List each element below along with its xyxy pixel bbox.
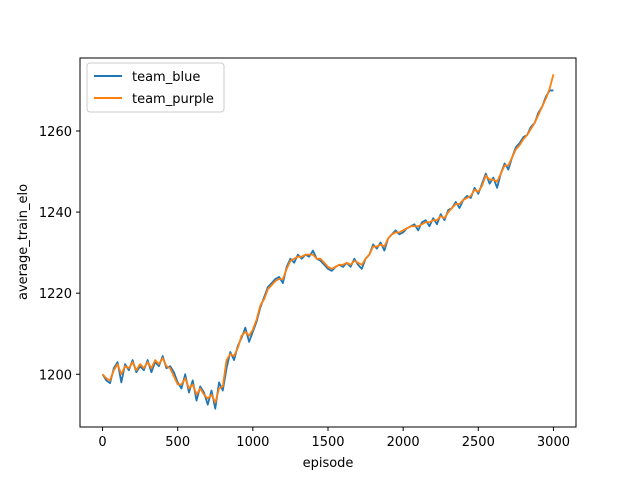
y-tick-label: 1260 (39, 125, 72, 140)
x-tick-label: 500 (165, 435, 190, 450)
y-tick-label: 1200 (39, 368, 72, 383)
legend-label-team-blue: team_blue (132, 70, 200, 85)
y-tick-label: 1240 (39, 206, 72, 221)
x-tick-label: 1500 (311, 435, 344, 450)
legend: team_blue team_purple (86, 62, 225, 113)
x-tick-label: 2000 (387, 435, 420, 450)
x-tick-label: 1000 (236, 435, 269, 450)
y-axis-ticks: 1200 1220 1240 1260 (39, 125, 80, 383)
y-axis-label: average_train_elo (16, 184, 31, 300)
x-tick-label: 3000 (537, 435, 570, 450)
x-tick-label: 2500 (462, 435, 495, 450)
y-tick-label: 1220 (39, 287, 72, 302)
plot-lines (101, 73, 555, 410)
legend-label-team-purple: team_purple (132, 92, 214, 107)
series-line-team-purple (101, 73, 555, 404)
x-axis-label: episode (303, 456, 354, 471)
x-axis-ticks: 0 500 1000 1500 2000 2500 3000 (98, 427, 570, 450)
x-tick-label: 0 (98, 435, 106, 450)
